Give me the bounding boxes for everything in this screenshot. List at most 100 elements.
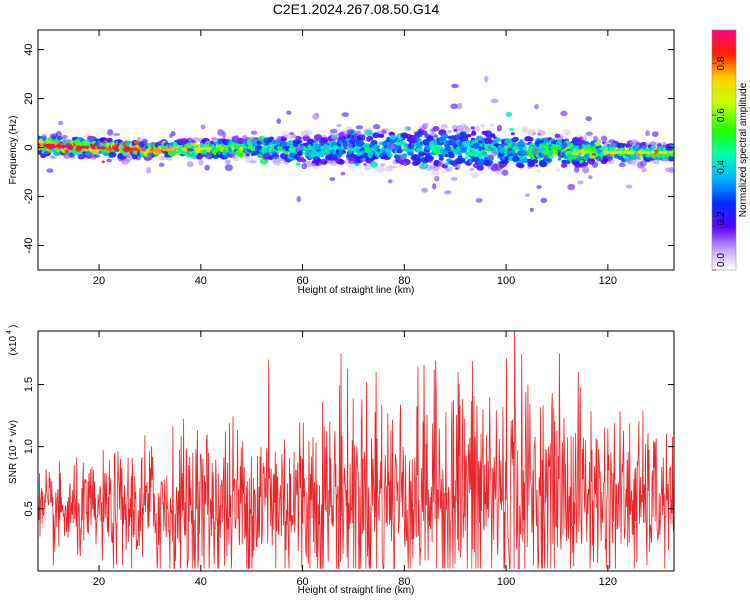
heatmap-cell [112, 132, 121, 137]
heatmap-cell [337, 159, 345, 165]
heatmap-cell [594, 141, 601, 147]
heatmap-cell [61, 134, 68, 140]
heatmap-cell [295, 162, 301, 166]
heatmap-cell [194, 147, 200, 151]
heatmap-cell [527, 129, 536, 136]
snr-x-label: Height of straight line (km) [298, 585, 415, 596]
heatmap-cell [350, 153, 356, 158]
heatmap-cell [329, 177, 336, 182]
snr-panel: 20 40 60 80 100 120 0.5 1.0 1.5 Height of straig… [6, 325, 675, 596]
colorbar-tick-label: 0.4 [716, 159, 727, 173]
heatmap-cell [402, 161, 408, 166]
heatmap-cell [335, 133, 340, 136]
heatmap-cell [38, 143, 41, 147]
heatmap-cell [52, 147, 56, 151]
heatmap-cell [411, 136, 419, 140]
heatmap-cell [331, 137, 338, 141]
spectrogram-ticks: 20 40 60 80 100 120 40 20 0 -20 -40 [23, 30, 674, 287]
x-tick-label: 60 [296, 275, 308, 287]
heatmap-cell [455, 131, 460, 134]
heatmap-cell [667, 147, 673, 151]
heatmap-cell [634, 152, 641, 160]
heatmap-cell [149, 148, 155, 152]
heatmap-cell [532, 158, 539, 164]
heatmap-cell [457, 102, 463, 110]
heatmap-cell [360, 134, 366, 139]
colorbar-tick-label: 0.2 [716, 211, 727, 225]
heatmap-cell [661, 141, 665, 145]
heatmap-cell [437, 161, 444, 166]
heatmap-cell [432, 183, 437, 190]
heatmap-cell [238, 147, 244, 151]
heatmap-cell [135, 154, 141, 161]
heatmap-cell [206, 147, 212, 151]
heatmap-cell [277, 135, 283, 142]
heatmap-cell [444, 190, 452, 195]
heatmap-cell [522, 128, 528, 133]
heatmap-cell [181, 147, 188, 151]
heatmap-cell [272, 151, 277, 156]
heatmap-cell [406, 127, 411, 130]
heatmap-cell [453, 128, 458, 132]
heatmap-cell [312, 113, 320, 120]
colorbar-gradient [712, 30, 736, 270]
heatmap-cell [633, 141, 642, 148]
heatmap-cell [550, 155, 554, 159]
heatmap-cell [323, 160, 327, 164]
heatmap-cell [601, 155, 608, 160]
chart-title: C2E1.2024.267.08.50.G14 [273, 1, 440, 17]
heatmap-cell [108, 151, 117, 158]
heatmap-cell [94, 141, 100, 147]
heatmap-cell [432, 125, 440, 132]
heatmap-cell [313, 134, 323, 141]
heatmap-cell [268, 136, 275, 141]
heatmap-cell [97, 150, 103, 155]
heatmap-cell [455, 167, 459, 170]
heatmap-cell [205, 152, 213, 159]
heatmap-cell [376, 165, 385, 173]
heatmap-cell [281, 137, 286, 142]
heatmap-cell [57, 120, 64, 126]
heatmap-cell [77, 153, 85, 160]
heatmap-cell [658, 150, 664, 154]
heatmap-cell [576, 150, 583, 154]
heatmap-cell [472, 156, 480, 162]
heatmap-cell [168, 133, 174, 138]
colorbar-tick-label: 0.6 [716, 108, 727, 122]
spectrogram-y-label: Frequency (Hz) [8, 116, 19, 185]
heatmap-cell [512, 136, 519, 142]
heatmap-cell [605, 150, 611, 154]
heatmap-cell [73, 150, 80, 156]
heatmap-cell [595, 156, 601, 162]
heatmap-cell [593, 135, 598, 141]
heatmap-cell [474, 126, 480, 131]
heatmap-cell [297, 145, 304, 151]
heatmap-cell [637, 161, 644, 169]
heatmap-cell [421, 130, 428, 136]
heatmap-cell [562, 128, 572, 136]
heatmap-cell [80, 145, 86, 149]
snr-scale-exponent: 4 [6, 330, 13, 334]
heatmap-cell [370, 139, 378, 146]
heatmap-cell [288, 135, 294, 140]
heatmap-cell [448, 139, 457, 146]
heatmap-cell [283, 134, 289, 139]
heatmap-cell [434, 175, 440, 182]
heatmap-cell [298, 156, 305, 162]
heatmap-cell [234, 135, 239, 142]
heatmap-cell [609, 150, 615, 154]
snr-scale-label: (x10 [8, 336, 19, 356]
heatmap-cell [361, 157, 367, 163]
heatmap-cell [504, 138, 512, 145]
heatmap-cell [578, 143, 583, 150]
heatmap-cell [502, 159, 509, 165]
heatmap-cell [665, 167, 671, 173]
heatmap-cell [377, 130, 382, 134]
heatmap-cell [337, 136, 345, 142]
spectrogram-frame [37, 29, 675, 271]
heatmap-cell [577, 180, 584, 185]
heatmap-cell [256, 145, 262, 151]
heatmap-cell [136, 137, 142, 142]
x-tick-label: 40 [195, 275, 207, 287]
heatmap-cell [507, 147, 513, 151]
